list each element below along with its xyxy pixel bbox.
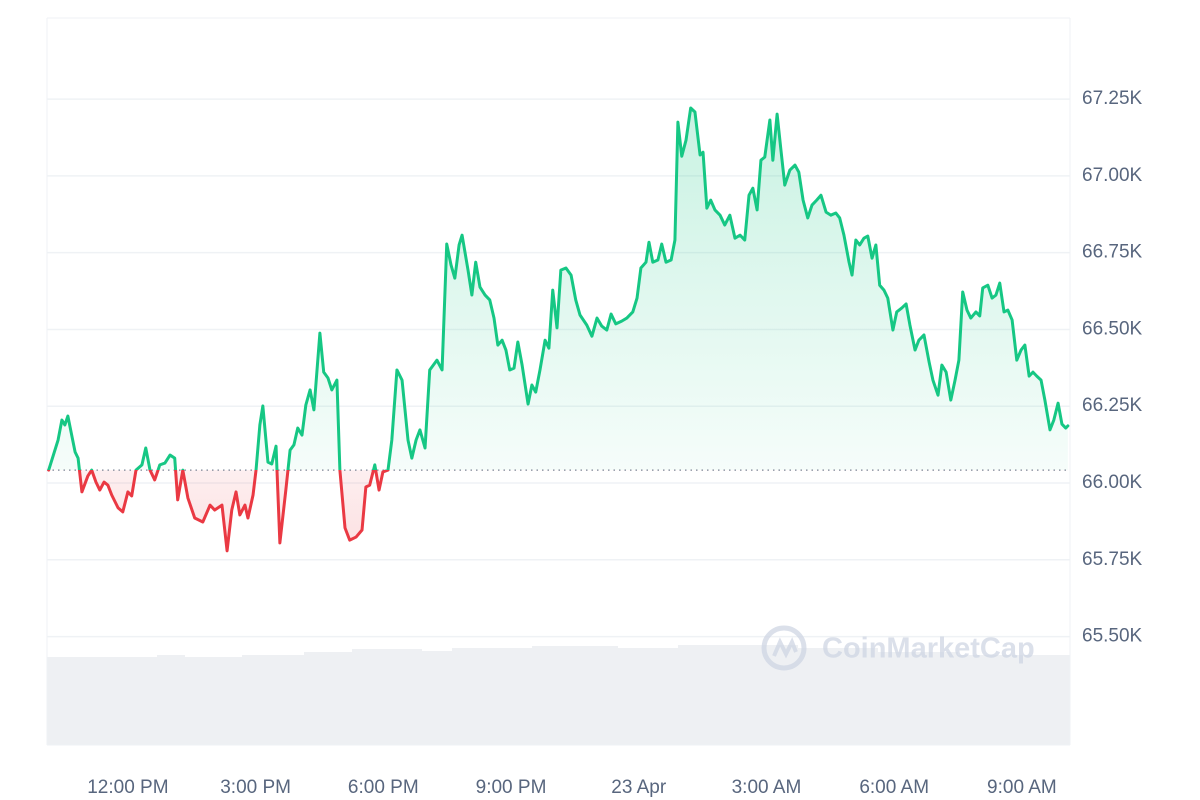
volume-bars	[47, 645, 1070, 745]
x-tick-label: 23 Apr	[611, 777, 667, 798]
x-tick-label: 9:00 PM	[476, 777, 547, 798]
y-tick-label: 66.75K	[1082, 242, 1143, 263]
y-tick-label: 66.50K	[1082, 318, 1143, 339]
y-tick-label: 65.75K	[1082, 549, 1143, 570]
y-tick-label: 67.25K	[1082, 88, 1143, 109]
watermark-logo-mark	[772, 637, 798, 659]
area-fill	[48, 107, 1068, 551]
y-tick-label: 67.00K	[1082, 165, 1143, 186]
x-tick-label: 6:00 AM	[859, 777, 929, 798]
y-tick-label: 66.00K	[1082, 472, 1143, 493]
watermark-text: CoinMarketCap	[822, 633, 1035, 665]
y-tick-label: 66.25K	[1082, 395, 1143, 416]
x-tick-label: 3:00 AM	[732, 777, 802, 798]
y-tick-label: 65.50K	[1082, 626, 1143, 647]
watermark-logo	[761, 625, 807, 671]
x-tick-label: 6:00 PM	[348, 777, 419, 798]
watermark: CoinMarketCap	[761, 625, 1035, 671]
x-tick-label: 3:00 PM	[220, 777, 291, 798]
price-line	[47, 106, 1070, 553]
x-tick-label: 12:00 PM	[87, 777, 168, 798]
x-tick-label: 9:00 AM	[987, 777, 1057, 798]
